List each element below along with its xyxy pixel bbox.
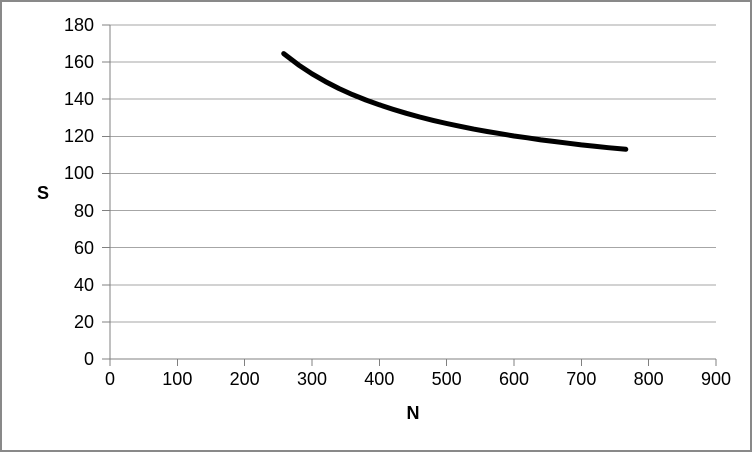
- y-tick-label: 60: [73, 237, 94, 258]
- y-tick-label: 120: [63, 126, 94, 147]
- y-tick-label: 160: [63, 52, 94, 73]
- x-tick-label: 500: [431, 369, 462, 389]
- y-tick-label: 20: [73, 311, 94, 332]
- y-tick-label: 40: [73, 274, 94, 295]
- x-axis-title: N: [406, 403, 420, 423]
- y-tick-label: 180: [63, 15, 94, 35]
- x-tick-label: 300: [296, 369, 328, 389]
- x-tick-label: 400: [364, 369, 395, 389]
- y-tick-label: 0: [83, 349, 94, 369]
- y-axis-title: S: [36, 183, 49, 203]
- x-tick-label: 200: [229, 369, 260, 389]
- x-tick-label: 100: [162, 369, 193, 389]
- x-tick-label: 600: [498, 369, 530, 389]
- x-tick-label: 800: [633, 369, 664, 389]
- x-tick-label: 0: [104, 369, 115, 389]
- y-tick-label: 140: [63, 89, 94, 110]
- y-tick-label: 100: [63, 163, 94, 184]
- y-tick-label: 80: [73, 200, 94, 221]
- x-tick-label: 700: [566, 369, 597, 389]
- series-curve: [281, 51, 629, 152]
- x-tick-label: 900: [700, 369, 732, 389]
